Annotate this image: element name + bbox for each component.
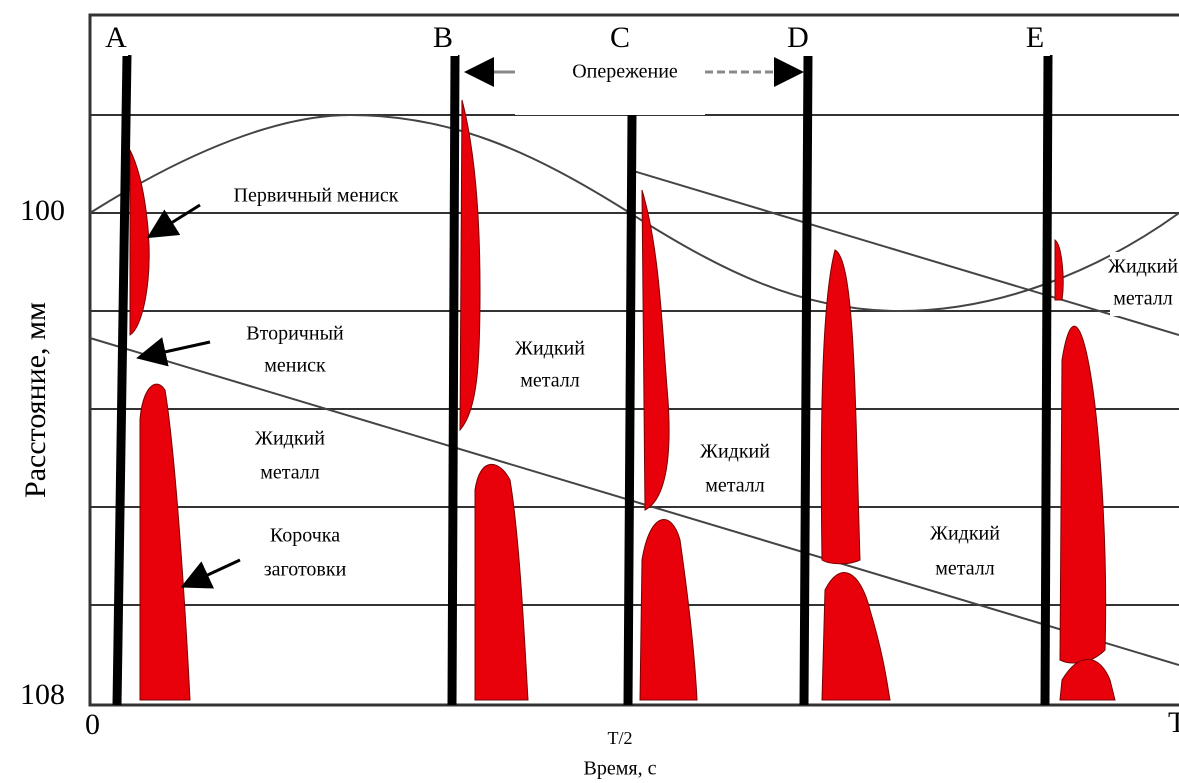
y-tick-label: 108 bbox=[20, 678, 65, 711]
line bbox=[452, 55, 455, 705]
secondary-meniscus: мениск bbox=[264, 355, 326, 377]
line bbox=[1045, 55, 1048, 705]
position-label: D bbox=[787, 21, 809, 54]
liquid-metal: металл bbox=[260, 462, 320, 484]
line bbox=[142, 342, 210, 357]
path bbox=[821, 250, 860, 564]
path bbox=[460, 100, 480, 430]
line bbox=[152, 205, 200, 235]
path bbox=[475, 464, 528, 700]
path bbox=[640, 520, 697, 700]
diagram: A B C D E Опережение Первичный мениск Вт… bbox=[0, 0, 1179, 783]
mold-positions bbox=[117, 55, 1048, 705]
path bbox=[130, 150, 149, 335]
path bbox=[1055, 240, 1063, 300]
path bbox=[642, 190, 669, 510]
secondary-meniscus: Вторичный bbox=[246, 323, 344, 345]
line bbox=[628, 115, 632, 705]
liquid-metal: Жидкий bbox=[1108, 256, 1178, 278]
liquid-metal: металл bbox=[705, 475, 765, 497]
liquid-metal: Жидкий bbox=[255, 428, 325, 450]
path bbox=[1060, 659, 1115, 700]
liquid-metal: металл bbox=[520, 370, 580, 392]
y-axis-label: Расстояние, мм bbox=[19, 302, 52, 498]
x-tick-label: 0 bbox=[85, 708, 100, 741]
position-label: C bbox=[610, 21, 630, 54]
primary-meniscus: Первичный мениск bbox=[234, 185, 399, 207]
position-label: E bbox=[1026, 21, 1044, 54]
path bbox=[140, 384, 190, 700]
liquid-metal: металл bbox=[935, 558, 995, 580]
x-tick-label: T/2 bbox=[608, 728, 633, 748]
y-tick-label: 100 bbox=[20, 194, 65, 227]
lead-label: Опережение bbox=[572, 61, 678, 83]
x-axis-label: Время, с bbox=[584, 758, 657, 780]
line bbox=[186, 560, 240, 585]
x-tick-label: T bbox=[1168, 706, 1179, 739]
line bbox=[804, 55, 808, 705]
position-label: B bbox=[433, 21, 453, 54]
line bbox=[117, 55, 127, 705]
path bbox=[1060, 326, 1106, 663]
path bbox=[822, 573, 890, 700]
liquid-metal: Жидкий bbox=[930, 523, 1000, 545]
shell-label: заготовки bbox=[264, 559, 347, 581]
shell-label: Корочка bbox=[270, 525, 340, 547]
liquid-metal: Жидкий bbox=[700, 441, 770, 463]
liquid-metal: Жидкий bbox=[515, 338, 585, 360]
position-label: A bbox=[105, 21, 127, 54]
liquid-metal: металл bbox=[1113, 288, 1173, 310]
